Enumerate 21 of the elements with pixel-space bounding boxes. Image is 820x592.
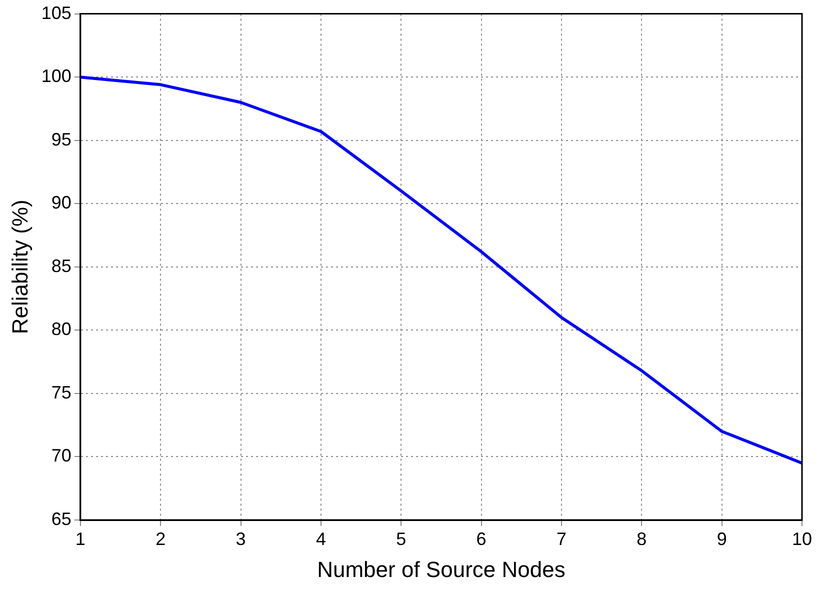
x-tick-label: 1 bbox=[75, 528, 86, 549]
y-tick-label: 65 bbox=[51, 508, 72, 529]
x-tick-label: 10 bbox=[792, 528, 812, 549]
y-axis-title: Reliability (%) bbox=[7, 200, 32, 334]
x-tick-label: 9 bbox=[716, 528, 727, 549]
y-tick-label: 85 bbox=[51, 256, 72, 276]
x-tick-label: 7 bbox=[556, 528, 566, 549]
y-tick-label: 75 bbox=[51, 382, 72, 402]
x-tick-label: 6 bbox=[476, 528, 486, 549]
x-tick-label: 8 bbox=[636, 528, 647, 549]
y-tick-label: 95 bbox=[51, 129, 72, 150]
y-tick-label: 100 bbox=[41, 66, 72, 86]
x-axis-title: Number of Source Nodes bbox=[317, 556, 566, 582]
y-tick-label: 70 bbox=[51, 446, 72, 466]
y-tick-label: 90 bbox=[51, 192, 72, 213]
x-tick-label: 3 bbox=[236, 528, 246, 549]
y-tick-label: 105 bbox=[41, 2, 72, 23]
x-tick-label: 2 bbox=[156, 528, 166, 549]
x-tick-label: 5 bbox=[396, 528, 406, 549]
y-tick-label: 80 bbox=[51, 319, 72, 340]
x-tick-label: 4 bbox=[316, 528, 326, 549]
